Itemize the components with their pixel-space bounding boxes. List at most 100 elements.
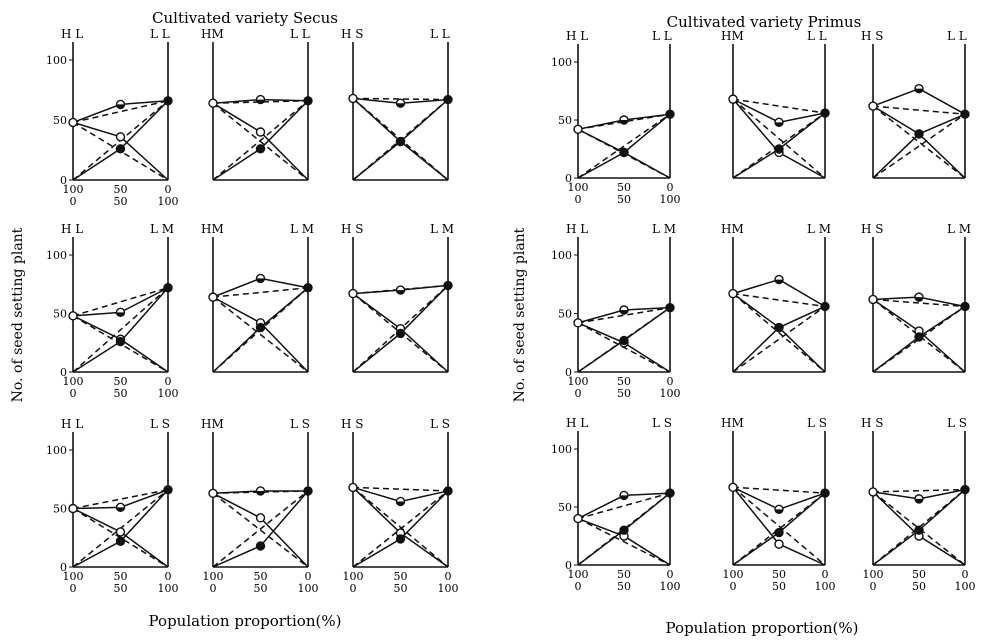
f0-p1-open-point [255, 127, 266, 137]
f0-p4-filled-point [255, 322, 266, 333]
f1-p5-filled-point [914, 332, 924, 342]
f1-p3-total-point-0 [573, 318, 583, 328]
f1-p0-right-label: L L [652, 29, 672, 43]
f1-p4-filled-point [774, 322, 784, 333]
f1-p4-filled-line [732, 305, 826, 373]
f0-p0-xtick-top-0: 100 [63, 183, 84, 196]
f0-p6-expected-total-line [72, 489, 169, 510]
f1-p7-right-label: L S [807, 416, 827, 430]
f0-p6-ytick-0: 0 [60, 561, 67, 574]
f1-p1-total-point-2 [820, 108, 830, 118]
f0-p7-filled-point [255, 541, 266, 551]
f0-p1-left-label: HM [201, 27, 224, 41]
f0-p3-expected-total-line [72, 287, 169, 317]
f1-p6-total-point-half-1 [620, 495, 628, 500]
f1-p6-xtick-top-0: 100 [568, 568, 589, 581]
f1-p2-expected-open-line [872, 105, 966, 179]
f0-p5-total-point-half-1 [396, 290, 405, 295]
f0-p8-xtick-top-1: 50 [394, 570, 408, 583]
f1-p1-left-label: HM [721, 29, 744, 43]
f0-p0-xtick-bottom-2: 100 [158, 195, 179, 208]
f1-p1-expected-filled-line [732, 112, 826, 179]
f0-p4-total-point-half-1 [256, 278, 265, 283]
f1-p8-xtick-bottom-0: 0 [870, 580, 877, 593]
f1-p6-xtick-bottom-0: 0 [575, 580, 582, 593]
f0-p8-left-label: H S [341, 417, 364, 431]
f0-p5-total-point-0 [348, 288, 358, 299]
f1-p0-ytick-2: 100 [551, 56, 572, 69]
f0-p4-total-point-0 [208, 292, 218, 302]
f0-p3-ytick-2: 100 [46, 249, 67, 262]
f1-p1-right-label: L L [807, 29, 827, 43]
f1-p5-expected-total-line [872, 298, 966, 308]
f1-p7-total-point-half-1 [775, 509, 783, 514]
f1-p4-left-label: HM [721, 222, 744, 236]
f1-p5-right-label: L M [947, 222, 971, 236]
f1-p2-expected-total-line [872, 105, 966, 115]
primus-ylabel: No. of seed setting plant [512, 227, 528, 402]
f1-p4-total-point-2 [820, 301, 830, 312]
f1-p7-xtick-top-0: 100 [723, 568, 744, 581]
f0-p8-total-point-0 [348, 482, 358, 493]
f0-p0-ytick-1: 50 [53, 114, 67, 127]
f1-p3-xtick-top-2: 0 [667, 375, 674, 388]
f0-p0-left-label: H L [61, 27, 83, 41]
f1-p8-xtick-top-1: 50 [912, 568, 926, 581]
f1-p4-total-point-0 [728, 288, 738, 299]
f1-p8-right-label: L S [947, 416, 967, 430]
f0-p8-xtick-bottom-0: 0 [350, 582, 357, 595]
f1-p2-filled-point [914, 129, 924, 139]
f0-p6-total-point-half-1 [116, 507, 125, 512]
f1-p3-left-label: H L [566, 222, 588, 236]
f1-p8-total-point-0 [868, 487, 878, 497]
f0-p7-xtick-top-2: 0 [305, 570, 312, 583]
f0-p7-xtick-bottom-2: 100 [298, 582, 319, 595]
f0-p6-xtick-bottom-0: 0 [70, 582, 77, 595]
f0-p1-total-point-2 [303, 96, 313, 106]
f0-p6-xtick-top-2: 0 [165, 570, 172, 583]
f1-p7-xtick-bottom-0: 0 [730, 580, 737, 593]
f1-p6-xtick-bottom-2: 100 [660, 580, 681, 593]
f0-p6-filled-point [115, 536, 126, 546]
f0-p0-right-label: L L [150, 27, 170, 41]
f1-p7-expected-open-line [732, 486, 826, 566]
f0-p3-expected-filled-line [72, 287, 169, 373]
f1-p4-expected-open-line [732, 293, 826, 373]
secus-title: Cultivated variety Secus [152, 9, 338, 27]
f0-p3-left-label: H L [61, 222, 83, 236]
f0-p3-right-label: L M [150, 222, 174, 236]
f0-p3-ytick-1: 50 [53, 308, 67, 321]
f0-p1-expected-filled-line [212, 100, 309, 181]
f0-p6-right-label: L S [150, 417, 170, 431]
f1-p1-total-point-half-1 [775, 122, 783, 127]
f0-p7-total-point-half-1 [256, 490, 265, 495]
f1-p3-ytick-2: 100 [551, 249, 572, 262]
f0-p0-ytick-2: 100 [46, 54, 67, 67]
f1-p6-total-point-2 [665, 488, 675, 498]
f0-p0-total-point-2 [163, 96, 173, 106]
f1-p8-total-point-half-1 [915, 498, 923, 503]
primus-xlabel: Population proportion(%) [666, 619, 859, 637]
f1-p7-expected-total-line [732, 486, 826, 494]
f1-p3-total-point-2 [665, 302, 675, 313]
f0-p0-xtick-bottom-1: 50 [114, 195, 128, 208]
f0-p7-expected-open-line [212, 492, 309, 568]
f0-p8-xtick-bottom-1: 50 [394, 582, 408, 595]
f0-p0-xtick-bottom-0: 0 [70, 195, 77, 208]
f1-p0-total-point-half-1 [620, 120, 628, 124]
f0-p6-total-point-0 [68, 503, 78, 514]
f0-p7-xtick-bottom-0: 0 [210, 582, 217, 595]
f1-p7-open-point [774, 539, 784, 549]
f1-p2-total-point-half-1 [915, 88, 923, 93]
f0-p0-total-point-half-1 [116, 104, 125, 109]
f0-p3-total-point-0 [68, 311, 78, 321]
f1-p0-filled-point [619, 147, 629, 158]
f0-p1-total-point-half-1 [256, 99, 265, 104]
f0-p2-total-point-2 [443, 94, 453, 105]
f1-p1-filled-point [774, 144, 784, 154]
f1-p3-ytick-0: 0 [565, 366, 572, 379]
f1-p1-expected-open-line [732, 98, 826, 179]
f1-p0-xtick-top-2: 0 [667, 181, 674, 194]
f1-p2-total-point-2 [960, 109, 970, 119]
f0-p0-xtick-top-2: 0 [165, 183, 172, 196]
